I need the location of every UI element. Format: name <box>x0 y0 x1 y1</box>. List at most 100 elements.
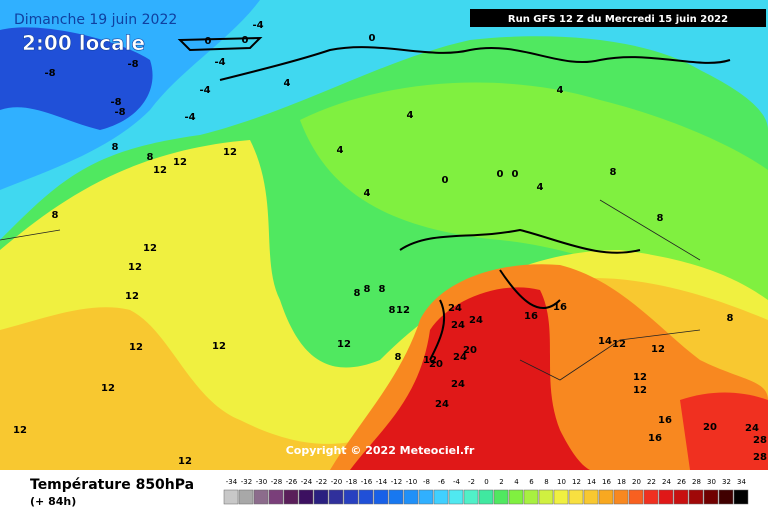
contour-label: 8 <box>354 288 361 299</box>
contour-label: 0 <box>497 169 504 180</box>
legend-label: -20 <box>331 478 342 486</box>
contour-label: 28 <box>753 452 767 463</box>
legend-swatch <box>433 489 449 505</box>
legend-swatch <box>583 489 599 505</box>
contour-label: 8 <box>395 352 402 363</box>
contour-label: -4 <box>184 112 195 123</box>
contour-label: 20 <box>463 345 477 356</box>
legend-swatch <box>343 489 359 505</box>
legend-label: -12 <box>391 478 402 486</box>
legend-label: -16 <box>361 478 373 486</box>
contour-label: 0 <box>369 33 376 44</box>
legend-label: 34 <box>737 478 746 486</box>
contour-label: 12 <box>396 305 410 316</box>
legend-swatch <box>673 489 689 505</box>
legend-swatch <box>358 489 374 505</box>
contour-label: 12 <box>129 342 143 353</box>
contour-label: 12 <box>128 262 142 273</box>
contour-label: 8 <box>147 152 154 163</box>
legend-swatch <box>523 489 539 505</box>
legend-swatch <box>493 489 509 505</box>
contour-label: 8 <box>52 210 59 221</box>
contour-label: -8 <box>114 107 125 118</box>
contour-label: 12 <box>337 339 351 350</box>
legend-swatch <box>298 489 314 505</box>
map <box>0 0 768 470</box>
contour-label: 4 <box>337 145 344 156</box>
contour-label: 0 <box>442 175 449 186</box>
contour-label: 12 <box>223 147 237 158</box>
legend-swatch <box>688 489 704 505</box>
legend-label: 14 <box>587 478 596 486</box>
legend-swatch <box>643 489 659 505</box>
contour-label: 20 <box>429 359 443 370</box>
contour-label: 14 <box>598 336 612 347</box>
legend-label: 30 <box>707 478 716 486</box>
contour-label: 20 <box>703 422 717 433</box>
legend-label: -14 <box>376 478 388 486</box>
contour-label: 24 <box>745 423 759 434</box>
contour-label: 24 <box>451 379 465 390</box>
legend-label: -2 <box>468 478 475 486</box>
contour-label: 4 <box>557 85 564 96</box>
legend-label: 20 <box>632 478 641 486</box>
legend-swatch <box>313 489 329 505</box>
contour-label: -4 <box>252 20 263 31</box>
legend-swatch <box>268 489 284 505</box>
contour-label: 8 <box>727 313 734 324</box>
legend-swatch <box>328 489 344 505</box>
contour-label: -8 <box>44 68 55 79</box>
contour-label: 12 <box>423 355 437 366</box>
contour-label: 12 <box>125 291 139 302</box>
legend-swatch <box>598 489 614 505</box>
contour-label: 0 <box>242 35 249 46</box>
legend-swatch <box>568 489 584 505</box>
contour-label: 12 <box>173 157 187 168</box>
contour-label: 16 <box>658 415 672 426</box>
legend-label: 26 <box>677 478 686 486</box>
legend-label: 16 <box>602 478 611 486</box>
footer-title: Température 850hPa <box>30 477 194 493</box>
contour-label: 4 <box>364 188 371 199</box>
contour-label: 8 <box>379 284 386 295</box>
contour-label: 8 <box>657 213 664 224</box>
contour-label: 12 <box>13 425 27 436</box>
contour-label: 24 <box>448 303 462 314</box>
legend-swatch <box>418 489 434 505</box>
legend-swatch <box>508 489 524 505</box>
legend-label: -32 <box>241 478 252 486</box>
contour-label: -4 <box>199 85 210 96</box>
legend-swatch <box>223 489 239 505</box>
legend-swatch <box>478 489 494 505</box>
legend-swatch <box>628 489 644 505</box>
legend-swatch <box>613 489 629 505</box>
legend-label: -10 <box>406 478 417 486</box>
contour-label: 16 <box>648 433 662 444</box>
legend-swatch <box>448 489 464 505</box>
contour-label: -8 <box>127 59 138 70</box>
contour-label: -8 <box>110 97 121 108</box>
legend-label: -28 <box>271 478 282 486</box>
contour-label: 24 <box>435 399 449 410</box>
contour-label: 4 <box>407 110 414 121</box>
contour-label: 12 <box>633 385 647 396</box>
contour-label: 12 <box>143 243 157 254</box>
contour-label: -4 <box>214 57 225 68</box>
legend-label: 6 <box>529 478 534 486</box>
local-time: 2:00 locale <box>22 31 145 55</box>
legend-label: -26 <box>286 478 298 486</box>
legend-label: 18 <box>617 478 626 486</box>
legend-label: 2 <box>499 478 503 486</box>
contour-label: 12 <box>212 341 226 352</box>
contour-label: 12 <box>101 383 115 394</box>
contour-label: 28 <box>753 435 767 446</box>
contour-label: 24 <box>453 352 467 363</box>
legend-label: -24 <box>301 478 313 486</box>
legend-label: 22 <box>647 478 656 486</box>
legend-swatch <box>238 489 254 505</box>
legend-label: -6 <box>438 478 446 486</box>
footer-lead: (+ 84h) <box>30 495 76 508</box>
legend-swatch <box>703 489 719 505</box>
legend-swatch <box>373 489 389 505</box>
legend-swatch <box>553 489 569 505</box>
